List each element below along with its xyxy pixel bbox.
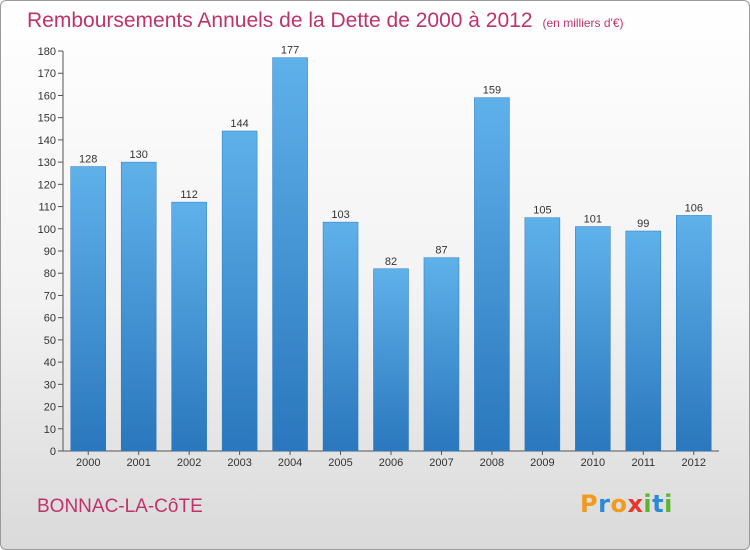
bar (171, 201, 207, 452)
y-tick-label: 100 (38, 224, 56, 236)
logo-letter: P (580, 490, 599, 518)
x-tick-label: 2003 (227, 457, 251, 469)
x-tick-label: 2010 (581, 457, 605, 469)
chart-title: Remboursements Annuels de la Dette de 20… (27, 9, 624, 33)
data-label: 103 (331, 209, 349, 221)
y-tick-label: 180 (38, 46, 56, 58)
proxiti-logo: Proxiti (580, 490, 673, 518)
bar (70, 166, 106, 452)
logo-letter: t (652, 490, 665, 518)
y-tick-label: 40 (44, 357, 56, 369)
logo-letter: i (643, 490, 653, 518)
data-label: 105 (533, 205, 551, 217)
y-tick-label: 80 (44, 268, 56, 280)
data-label: 99 (637, 218, 649, 230)
x-tick-label: 2008 (480, 457, 504, 469)
x-tick-label: 2000 (76, 457, 100, 469)
y-tick-label: 60 (44, 313, 56, 325)
y-tick-label: 50 (44, 335, 56, 347)
y-tick-label: 90 (44, 246, 56, 258)
x-tick-label: 2005 (328, 457, 352, 469)
bar (221, 130, 258, 452)
y-tick-label: 120 (38, 179, 56, 191)
y-tick-label: 110 (38, 202, 56, 214)
bar (322, 221, 359, 452)
bar (272, 57, 308, 452)
x-tick-label: 2012 (682, 457, 706, 469)
x-tick-label: 2009 (530, 457, 554, 469)
commune-name: BONNAC-LA-CôTE (37, 496, 203, 517)
data-label: 144 (230, 118, 248, 130)
bar (474, 97, 510, 452)
bar (625, 230, 662, 452)
y-tick-label: 30 (44, 379, 56, 391)
bar (373, 268, 409, 452)
data-label: 159 (483, 85, 501, 97)
x-tick-label: 2001 (126, 457, 150, 469)
y-tick-label: 70 (44, 290, 56, 302)
data-label: 112 (180, 189, 198, 201)
y-tick-label: 0 (50, 446, 56, 458)
data-label: 82 (385, 256, 397, 268)
x-tick-label: 2006 (379, 457, 403, 469)
data-label: 130 (130, 149, 148, 161)
logo-letter: x (627, 490, 644, 518)
y-tick-label: 140 (38, 135, 56, 147)
unit-note: (en milliers d'€) (542, 16, 624, 30)
logo-letter: r (598, 490, 611, 518)
bar (676, 215, 712, 452)
y-tick-label: 130 (38, 157, 56, 169)
bar (524, 217, 561, 452)
logo-letter: i (664, 490, 673, 518)
x-tick-label: 2007 (429, 457, 453, 469)
y-tick-label: 150 (38, 113, 56, 125)
chart-title-text: Remboursements Annuels de la Dette de 20… (27, 9, 533, 32)
bar (120, 161, 157, 452)
data-label: 177 (281, 45, 299, 57)
logo-letter: o (610, 490, 628, 518)
bar (575, 226, 611, 452)
y-tick-label: 160 (38, 90, 56, 102)
data-label: 101 (584, 214, 602, 226)
data-label: 106 (685, 202, 703, 214)
bar (423, 257, 460, 452)
x-tick-label: 2011 (631, 457, 655, 469)
y-tick-label: 10 (44, 424, 56, 436)
data-label: 128 (79, 154, 97, 166)
y-tick-label: 20 (44, 402, 56, 414)
data-label: 87 (435, 245, 447, 257)
x-tick-label: 2004 (278, 457, 302, 469)
y-tick-label: 170 (38, 68, 56, 80)
x-tick-label: 2002 (177, 457, 201, 469)
